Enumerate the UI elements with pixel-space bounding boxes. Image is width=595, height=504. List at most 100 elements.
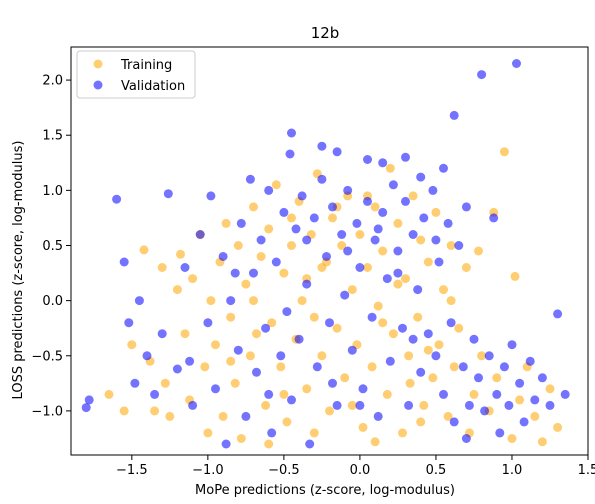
point-training-80 bbox=[446, 241, 456, 250]
point-training-24 bbox=[233, 241, 243, 250]
x-tick-label: 0.5 bbox=[426, 463, 447, 478]
point-validation-57 bbox=[367, 312, 377, 322]
point-training-72 bbox=[416, 235, 426, 245]
y-tick-label: −1.0 bbox=[31, 404, 63, 419]
point-validation-89 bbox=[489, 213, 499, 223]
point-training-74 bbox=[423, 257, 433, 267]
point-validation-100 bbox=[537, 373, 547, 383]
point-training-59 bbox=[367, 362, 377, 372]
point-validation-39 bbox=[297, 191, 307, 201]
legend-marker-training bbox=[93, 59, 103, 69]
x-tick-label: 0.0 bbox=[350, 463, 371, 478]
point-training-9 bbox=[172, 285, 182, 295]
point-validation-110 bbox=[416, 172, 426, 182]
point-validation-75 bbox=[434, 257, 444, 267]
point-training-94 bbox=[515, 395, 525, 405]
point-training-114 bbox=[405, 378, 415, 388]
point-validation-117 bbox=[355, 400, 365, 410]
point-training-65 bbox=[388, 329, 398, 339]
point-training-117 bbox=[423, 345, 433, 355]
point-validation-76 bbox=[439, 389, 448, 399]
point-validation-95 bbox=[512, 59, 521, 68]
point-training-68 bbox=[401, 274, 410, 284]
point-validation-111 bbox=[439, 163, 448, 173]
point-validation-11 bbox=[172, 364, 182, 374]
point-validation-3 bbox=[119, 257, 129, 267]
point-validation-101 bbox=[545, 400, 555, 410]
point-validation-85 bbox=[474, 373, 483, 383]
point-training-13 bbox=[188, 274, 198, 284]
point-validation-83 bbox=[464, 400, 474, 410]
point-training-91 bbox=[499, 147, 509, 157]
point-validation-32 bbox=[276, 351, 286, 361]
point-validation-61 bbox=[382, 274, 392, 284]
point-training-6 bbox=[157, 263, 167, 272]
point-training-1 bbox=[119, 406, 129, 416]
point-training-70 bbox=[408, 191, 418, 201]
point-training-115 bbox=[347, 400, 357, 410]
point-validation-19 bbox=[221, 439, 231, 449]
point-training-33 bbox=[267, 318, 277, 328]
point-training-32 bbox=[264, 224, 274, 234]
point-validation-52 bbox=[347, 345, 357, 355]
point-training-76 bbox=[431, 207, 441, 217]
x-axis-label: MoPe predictions (z-score, log-modulus) bbox=[195, 483, 455, 498]
point-validation-14 bbox=[195, 230, 205, 239]
point-training-97 bbox=[537, 437, 547, 447]
point-validation-60 bbox=[378, 207, 388, 217]
point-training-30 bbox=[256, 252, 266, 261]
point-validation-77 bbox=[443, 218, 453, 228]
point-validation-47 bbox=[328, 202, 337, 212]
point-validation-42 bbox=[309, 213, 319, 223]
point-validation-24 bbox=[245, 174, 255, 184]
point-validation-58 bbox=[370, 235, 380, 245]
point-validation-18 bbox=[218, 252, 228, 261]
point-validation-71 bbox=[419, 213, 429, 223]
point-training-106 bbox=[393, 279, 403, 289]
point-training-78 bbox=[439, 285, 448, 295]
point-validation-17 bbox=[211, 384, 220, 394]
point-training-67 bbox=[398, 428, 407, 438]
point-validation-30 bbox=[267, 428, 277, 438]
legend-label-training: Training bbox=[120, 58, 172, 73]
point-validation-37 bbox=[291, 224, 301, 234]
point-training-57 bbox=[358, 422, 368, 432]
legend-label-validation: Validation bbox=[121, 79, 185, 94]
point-training-5 bbox=[150, 406, 160, 416]
point-training-71 bbox=[413, 312, 423, 322]
point-validation-26 bbox=[252, 367, 261, 377]
point-training-111 bbox=[226, 356, 236, 366]
point-training-15 bbox=[200, 362, 210, 372]
point-validation-86 bbox=[477, 70, 487, 80]
point-training-82 bbox=[454, 323, 464, 333]
point-training-41 bbox=[297, 296, 307, 306]
y-tick-label: 1.5 bbox=[42, 129, 63, 144]
point-validation-79 bbox=[449, 417, 459, 427]
point-validation-82 bbox=[461, 202, 471, 212]
point-validation-5 bbox=[130, 378, 140, 388]
point-validation-88 bbox=[484, 351, 494, 361]
x-tick-label: −1.0 bbox=[192, 463, 224, 478]
point-validation-31 bbox=[271, 257, 281, 267]
point-training-100 bbox=[264, 439, 274, 449]
y-tick-label: 0.0 bbox=[42, 294, 63, 309]
point-validation-2 bbox=[112, 194, 122, 204]
point-validation-36 bbox=[287, 395, 296, 405]
x-axis-ticks: −1.5 −1.0 −0.5 0.0 0.5 1.0 1.5 bbox=[116, 455, 595, 478]
point-training-0 bbox=[104, 389, 114, 399]
point-validation-113 bbox=[343, 246, 353, 256]
point-training-44 bbox=[309, 312, 319, 322]
point-training-10 bbox=[176, 249, 185, 259]
point-training-8 bbox=[165, 411, 175, 421]
point-validation-90 bbox=[492, 389, 502, 399]
axes-frame bbox=[70, 46, 589, 456]
point-validation-78 bbox=[446, 318, 456, 328]
point-training-104 bbox=[287, 213, 296, 223]
point-training-101 bbox=[309, 428, 319, 438]
point-validation-50 bbox=[340, 290, 350, 300]
y-tick-label: 0.5 bbox=[42, 239, 63, 254]
point-validation-29 bbox=[264, 185, 274, 195]
point-training-93 bbox=[510, 271, 520, 281]
point-validation-99 bbox=[530, 395, 540, 405]
